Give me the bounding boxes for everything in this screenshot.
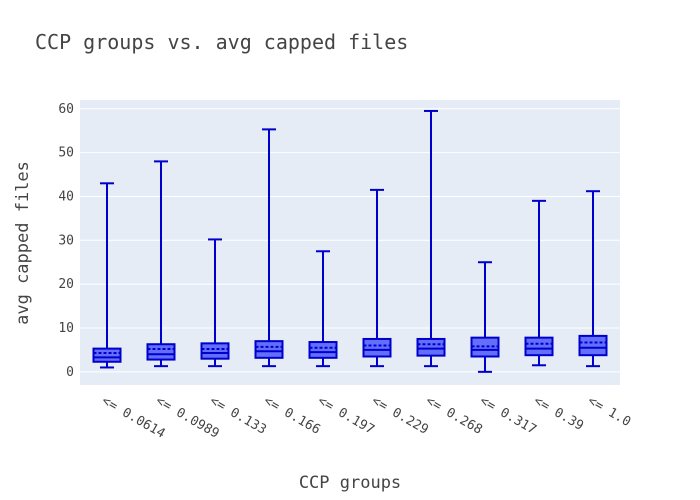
box-7: [416, 109, 446, 368]
box-6: [362, 188, 392, 368]
iqr-box: [254, 340, 284, 359]
x-tick-label: <= 0.166: [261, 393, 323, 437]
y-tick-label: 60: [58, 102, 74, 117]
x-tick-labels: <= 0.0614<= 0.0989<= 0.133<= 0.166<= 0.1…: [99, 393, 633, 441]
y-tick-label: 10: [58, 321, 74, 336]
x-tick-label: <= 1.0: [585, 393, 633, 429]
y-tick-label: 40: [58, 189, 74, 204]
iqr-box: [362, 337, 392, 358]
y-tick-label: 20: [58, 277, 74, 292]
iqr-box: [146, 343, 176, 361]
y-tick-label: 30: [58, 233, 74, 248]
iqr-box: [200, 342, 230, 360]
y-tick-labels: 0 10 20 30 40 50 60: [58, 102, 74, 380]
box-8: [470, 261, 500, 373]
box-2: [146, 160, 176, 368]
chart-title: CCP groups vs. avg capped files: [35, 30, 409, 54]
box-3: [200, 238, 230, 368]
iqr-box: [524, 336, 554, 357]
box-10: [578, 190, 608, 368]
x-tick-label: <= 0.229: [369, 393, 431, 437]
x-tick-label: <= 0.317: [477, 393, 539, 437]
y-gridlines: [80, 108, 620, 373]
box-9: [524, 199, 554, 367]
y-axis-title: avg capped files: [13, 161, 33, 325]
box-5: [308, 250, 338, 368]
x-axis-title: CCP groups: [299, 473, 401, 493]
iqr-box: [416, 337, 446, 357]
x-tick-label: <= 0.39: [531, 393, 586, 433]
y-tick-label: 0: [66, 365, 74, 380]
x-tick-label: <= 0.268: [423, 393, 485, 437]
box-series: [92, 109, 608, 373]
iqr-box: [92, 347, 122, 363]
box-1: [92, 182, 122, 369]
iqr-box: [308, 341, 338, 359]
x-tick-label: <= 0.197: [315, 393, 377, 437]
iqr-box: [578, 334, 608, 357]
y-tick-label: 50: [58, 146, 74, 161]
box-4: [254, 128, 284, 368]
